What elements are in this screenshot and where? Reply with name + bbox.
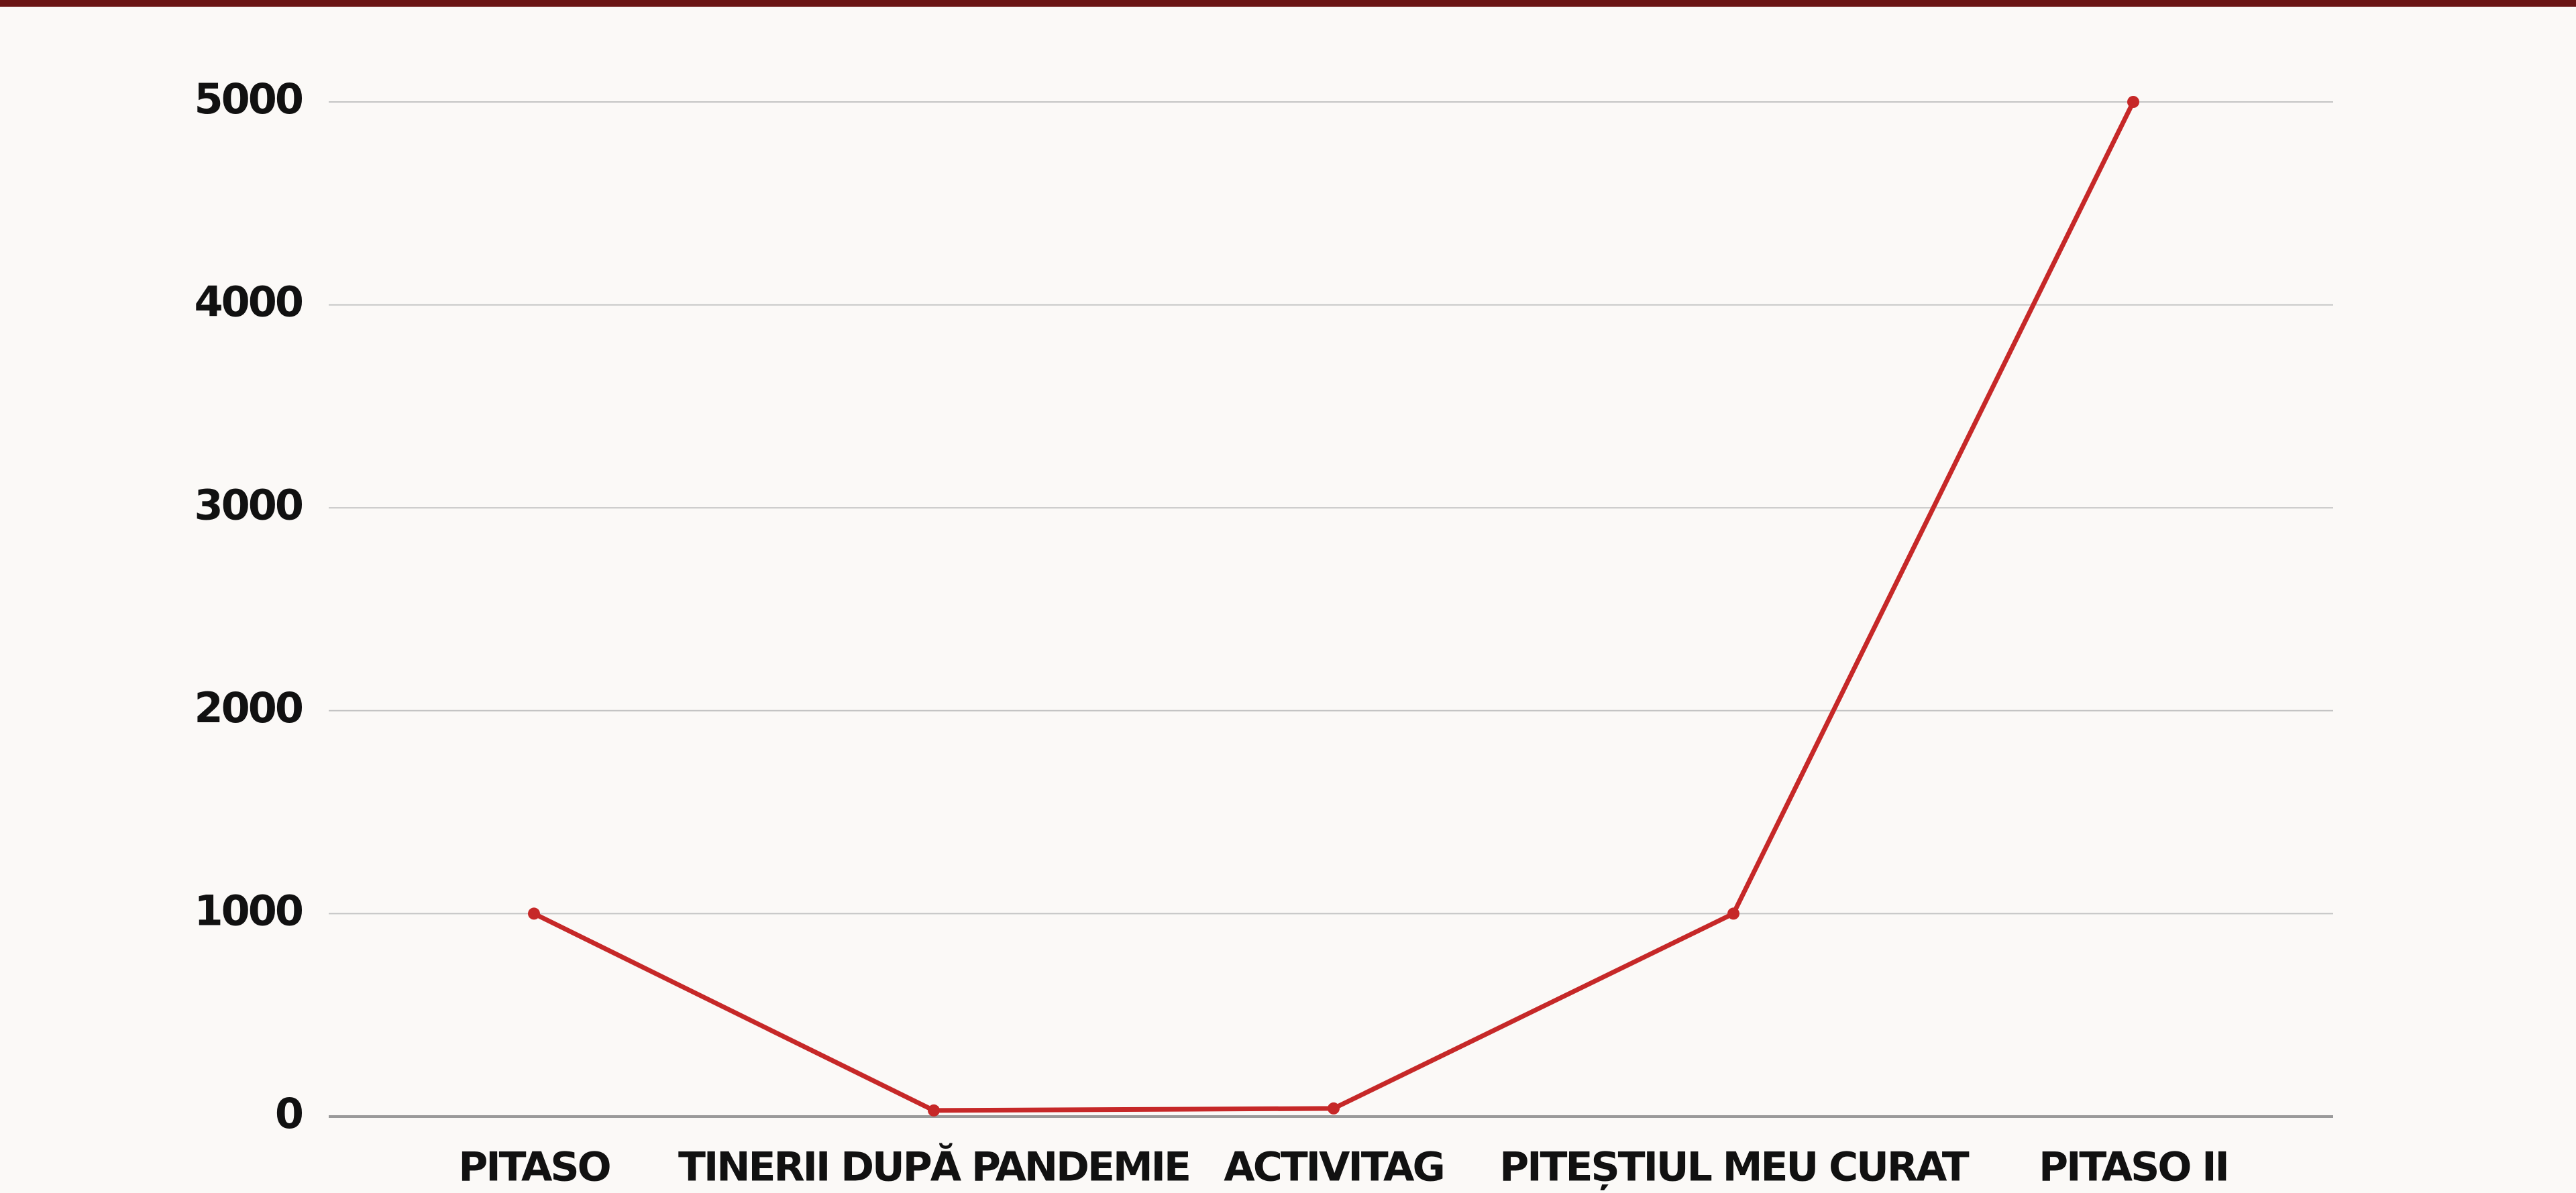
y-tick-label: 2000 <box>194 683 302 732</box>
x-tick-label: PITASO <box>458 1144 609 1191</box>
point <box>528 907 540 920</box>
point <box>2127 96 2139 108</box>
point <box>1727 907 1739 920</box>
y-tick-label: 1000 <box>194 886 302 935</box>
point <box>1328 1102 1340 1115</box>
x-tick-label: TINERII DUPĂ PANDEMIE <box>678 1143 1189 1191</box>
point <box>928 1104 940 1117</box>
y-tick-label: 4000 <box>194 278 302 327</box>
y-tick-label: 5000 <box>194 74 302 123</box>
top-bar <box>0 0 2576 7</box>
y-tick-label: 3000 <box>194 480 302 529</box>
x-tick-label: PITASO II <box>2039 1144 2228 1191</box>
x-tick-label: ACTIVITAG <box>1224 1144 1443 1191</box>
x-tick-label: PITEȘTIUL MEU CURAT <box>1499 1144 1970 1191</box>
y-tick-label: 0 <box>275 1089 303 1138</box>
